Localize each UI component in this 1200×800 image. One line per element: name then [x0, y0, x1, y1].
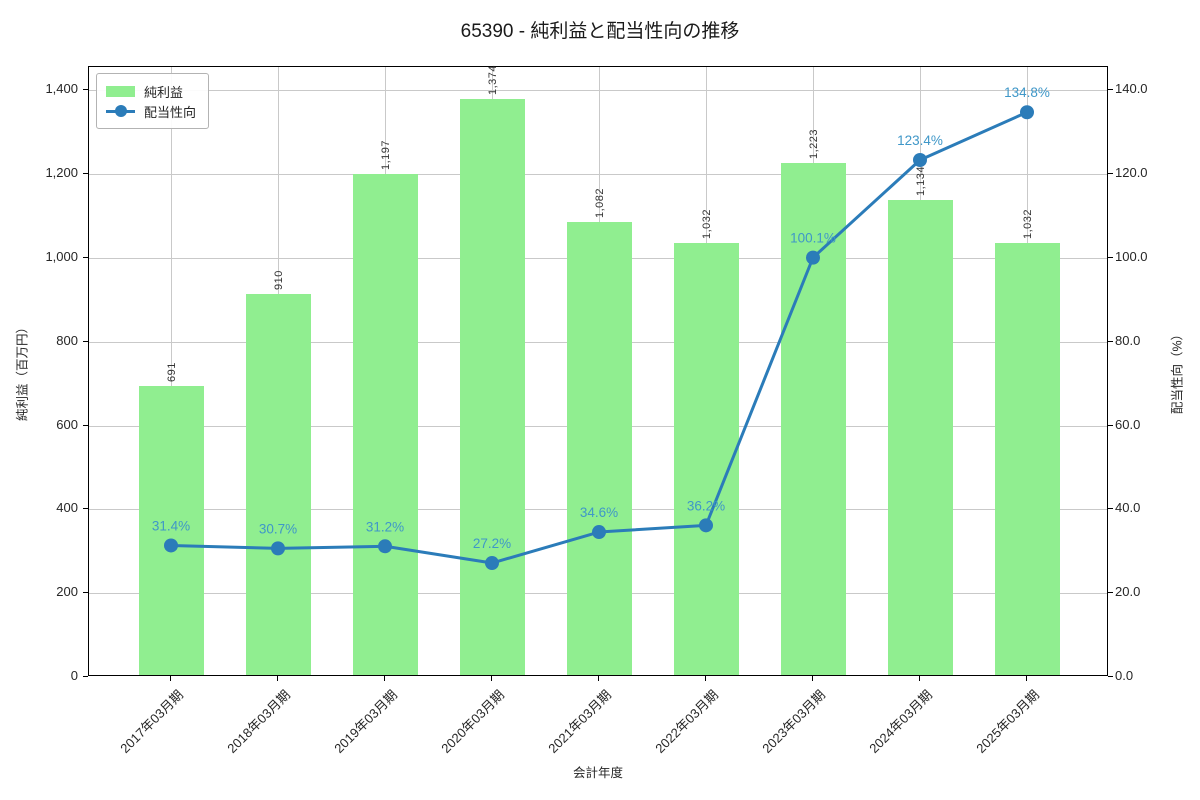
- chart-title: 65390 - 純利益と配当性向の推移: [460, 21, 740, 42]
- y-axis-tick-label-right: 120.0: [1115, 165, 1148, 181]
- x-axis-tick-label: 2020年03月期: [437, 687, 507, 756]
- x-axis-tick-label: 2024年03月期: [865, 687, 935, 756]
- y-axis-tickmark-left: [83, 592, 88, 594]
- payout-ratio-marker: [806, 250, 820, 265]
- y-axis-tick-label-right: 60.0: [1115, 416, 1141, 432]
- y-axis-tick-label-left: 0: [70, 668, 78, 683]
- y-axis-tick-label-right: 40.0: [1115, 500, 1141, 516]
- x-axis-title: 会計年度: [572, 766, 624, 780]
- horizontal-gridline: [89, 174, 1107, 176]
- y-axis-tickmark-right: [1108, 340, 1113, 342]
- payout-ratio-value-label: 36.2%: [687, 498, 725, 513]
- payout-ratio-value-label: 31.2%: [366, 519, 404, 534]
- net-income-bar: [780, 162, 846, 675]
- x-axis-tick-label: 2021年03月期: [544, 687, 614, 756]
- payout-ratio-value-label: 123.4%: [897, 133, 943, 148]
- payout-ratio-line-layer: 31.4% 30.7% 31.2% 27.2% 34.6% 36.2% 100.1% 123.…: [152, 85, 1050, 571]
- payout-ratio-value-label: 100.1%: [790, 231, 836, 246]
- legend-item-net-income: 純利益: [106, 81, 196, 101]
- y-axis-tickmark-left: [83, 257, 88, 259]
- net-income-bar: [138, 385, 204, 675]
- x-axis-tickmark: [170, 676, 171, 681]
- legend-label-net-income: 純利益: [144, 84, 184, 100]
- y-axis-tick-label-right: 0.0: [1115, 668, 1134, 683]
- y-axis-tick-label-left: 400: [56, 500, 78, 516]
- x-axis-tickmark: [919, 676, 920, 681]
- x-axis-tick-label: 2017年03月期: [116, 687, 186, 756]
- y-axis-tickmark-left: [83, 508, 88, 510]
- y-axis-tickmark-left: [83, 424, 88, 426]
- y-axis-tick-label-right: 140.0: [1115, 81, 1148, 97]
- payout-ratio-value-label: 134.8%: [1004, 85, 1050, 100]
- payout-ratio-marker: [1020, 105, 1034, 120]
- y-axis-tickmark-right: [1108, 676, 1113, 677]
- y-axis-tick-label-right: 20.0: [1115, 584, 1141, 600]
- payout-ratio-marker: [592, 525, 606, 540]
- y-axis-tickmark-right: [1108, 592, 1113, 594]
- x-axis-tick-label: 2018年03月期: [223, 687, 293, 756]
- y-axis-tickmark-left: [83, 676, 88, 677]
- net-income-bar: [352, 173, 418, 675]
- legend-label-payout-ratio: 配当性向: [144, 104, 197, 120]
- x-axis-tickmark: [598, 676, 599, 681]
- payout-ratio-marker: [913, 153, 927, 168]
- payout-ratio-value-label: 34.6%: [580, 505, 618, 520]
- payout-ratio-marker: [378, 539, 392, 554]
- payout-ratio-value-label: 31.4%: [152, 518, 190, 533]
- y-axis-tickmark-right: [1108, 508, 1113, 510]
- plot-area: 691 910 1,197 1,374 1,082 1,032 1,223 1,134 1,03…: [88, 65, 1108, 676]
- payout-ratio-marker: [271, 541, 285, 556]
- net-income-bar: [994, 242, 1060, 675]
- x-axis-tick-label: 2019年03月期: [330, 687, 400, 756]
- x-axis-tickmark: [812, 676, 813, 681]
- x-axis-tickmark: [384, 676, 385, 681]
- payout-ratio-marker: [485, 556, 499, 571]
- y-axis-tickmark-right: [1108, 89, 1113, 91]
- net-income-bar: [673, 242, 739, 675]
- payout-ratio-line: [170, 110, 1028, 565]
- x-axis-tickmark: [491, 676, 492, 681]
- y-axis-tick-label-left: 600: [56, 416, 78, 432]
- y-axis-tick-label-right: 80.0: [1115, 332, 1141, 348]
- payout-ratio-value-label: 30.7%: [259, 521, 297, 536]
- y-axis-tick-label-right: 100.0: [1115, 249, 1148, 265]
- payout-ratio-marker: [164, 538, 178, 553]
- y-axis-tick-label-left: 1,000: [45, 249, 78, 265]
- y-axis-tickmark-right: [1108, 173, 1113, 175]
- payout-ratio-value-label: 27.2%: [473, 536, 511, 551]
- x-axis-tickmark: [1026, 676, 1027, 681]
- y-axis-tickmark-right: [1108, 424, 1113, 426]
- horizontal-gridline: [89, 90, 1107, 92]
- y-axis-tick-label-left: 800: [56, 332, 78, 348]
- y-axis-tickmark-right: [1108, 257, 1113, 259]
- y-axis-tick-label-left: 1,400: [45, 81, 78, 97]
- vertical-gridline: [171, 67, 172, 675]
- x-axis-tickmark: [705, 676, 706, 681]
- x-axis-tick-label: 2025年03月期: [972, 687, 1042, 756]
- payout-ratio-marker: [699, 518, 713, 533]
- bar-swatch-icon: [106, 85, 135, 97]
- y-axis-tick-label-left: 1,200: [45, 165, 78, 181]
- x-axis-tick-label: 2022年03月期: [651, 687, 721, 756]
- net-income-bar: [566, 221, 632, 675]
- legend-item-payout-ratio: 配当性向: [106, 101, 196, 121]
- net-income-bar: [887, 199, 953, 675]
- y-axis-tickmark-left: [83, 89, 88, 91]
- legend: 純利益 配当性向: [96, 73, 210, 129]
- y-axis-tickmark-left: [83, 340, 88, 342]
- y-axis-tickmark-left: [83, 173, 88, 175]
- net-income-bar: [245, 293, 311, 675]
- x-axis-tick-label: 2023年03月期: [758, 687, 828, 756]
- net-income-bar: [459, 99, 525, 675]
- line-swatch-icon: [106, 104, 135, 118]
- x-axis-tickmark: [277, 676, 278, 681]
- y-axis-tick-label-left: 200: [56, 584, 78, 600]
